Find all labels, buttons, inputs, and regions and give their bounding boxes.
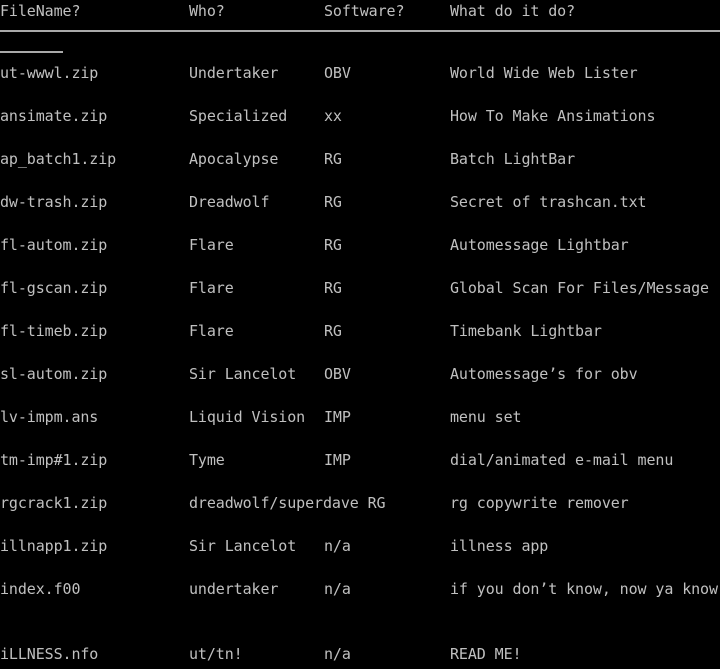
cell-software: OBV (324, 64, 351, 82)
cell-file: tm-imp#1.zip (0, 451, 108, 469)
cell-desc: World Wide Web Lister (450, 64, 638, 82)
cell-software: IMP (324, 451, 351, 469)
cell-who: Liquid Vision (189, 408, 306, 426)
cell-software: RG (324, 150, 342, 168)
cell-file: iLLNESS.nfo (0, 645, 99, 663)
cell-who: Flare (189, 322, 234, 340)
cell-software: n/a (324, 537, 351, 555)
cell-desc: dial/animated e-mail menu (450, 451, 674, 469)
cell-who: ut/tn! (189, 645, 243, 663)
cell-software: RG (324, 193, 342, 211)
table-row: ap_batch1.zip Apocalypse RG Batch LightBar (0, 148, 720, 170)
header-divider-line (0, 30, 720, 32)
cell-software: RG (324, 279, 342, 297)
cell-software: RG (324, 322, 342, 340)
cell-file: dw-trash.zip (0, 193, 108, 211)
cell-file: illnapp1.zip (0, 537, 108, 555)
cell-desc: READ ME! (450, 645, 522, 663)
cell-software: xx (324, 107, 342, 125)
cell-software: RG (324, 236, 342, 254)
cell-who: Tyme (189, 451, 225, 469)
cell-desc: Timebank Lightbar (450, 322, 602, 340)
table-row: rgcrack1.zip dreadwolf/superdave RG rg copy… (0, 492, 720, 514)
cell-who: Flare (189, 236, 234, 254)
cell-desc: Automessage’s for obv (450, 365, 638, 383)
cell-file: lv-impm.ans (0, 408, 99, 426)
table-row: fl-timeb.zip Flare RG Timebank Lightbar (0, 320, 720, 342)
cell-file: ansimate.zip (0, 107, 108, 125)
column-header-who: Who? (189, 2, 225, 20)
cell-who: undertaker (189, 580, 279, 598)
cell-file: rgcrack1.zip (0, 494, 108, 512)
table-header-row: FileName? Who? Software? What do it do? (0, 0, 720, 22)
cell-who: Sir Lancelot (189, 537, 297, 555)
table-row: ut-wwwl.zip Undertaker OBV World Wide Web L… (0, 62, 720, 84)
table-row: iLLNESS.nfo ut/tn! n/a READ ME! (0, 643, 720, 665)
cell-desc: How To Make Ansimations (450, 107, 656, 125)
cell-who: Dreadwolf (189, 193, 270, 211)
cell-desc: Batch LightBar (450, 150, 576, 168)
cell-software: RG (367, 494, 386, 512)
cell-who: Flare (189, 279, 234, 297)
column-header-filename: FileName? (0, 2, 81, 20)
cell-who: Specialized (189, 107, 288, 125)
table-row: tm-imp#1.zip Tyme IMP dial/animated e-mail … (0, 449, 720, 471)
cell-software: n/a (324, 645, 351, 663)
cell-who: dreadwolf/superdave (189, 494, 359, 512)
cell-desc: Global Scan For Files/Message (450, 279, 709, 297)
column-header-what: What do it do? (450, 2, 576, 20)
table-row: index.f00 undertaker n/a if you don’t know,… (0, 578, 720, 600)
divider-stub-line (0, 51, 63, 53)
cell-desc: rg copywrite remover (450, 494, 629, 512)
cell-desc: menu set (450, 408, 522, 426)
table-row: ansimate.zip Specialized xx How To Make Ans… (0, 105, 720, 127)
table-row: dw-trash.zip Dreadwolf RG Secret of trashca… (0, 191, 720, 213)
cell-file: index.f00 (0, 580, 81, 598)
cell-desc: Secret of trashcan.txt (450, 193, 647, 211)
cell-file: fl-timeb.zip (0, 322, 108, 340)
cell-software: OBV (324, 365, 351, 383)
cell-software: IMP (324, 408, 351, 426)
table-row: lv-impm.ans Liquid Vision IMP menu set (0, 406, 720, 428)
cell-software: n/a (324, 580, 351, 598)
cell-file: ap_batch1.zip (0, 150, 117, 168)
cell-who: Apocalypse (189, 150, 279, 168)
cell-desc: Automessage Lightbar (450, 236, 629, 254)
cell-who: Sir Lancelot (189, 365, 297, 383)
table-row: fl-gscan.zip Flare RG Global Scan For Files… (0, 277, 720, 299)
cell-file: fl-autom.zip (0, 236, 108, 254)
table-row: fl-autom.zip Flare RG Automessage Lightbar (0, 234, 720, 256)
cell-file: fl-gscan.zip (0, 279, 108, 297)
cell-file: ut-wwwl.zip (0, 64, 99, 82)
cell-file: sl-autom.zip (0, 365, 108, 383)
cell-desc: illness app (450, 537, 549, 555)
cell-desc: if you don’t know, now ya know (450, 580, 718, 598)
table-row: sl-autom.zip Sir Lancelot OBV Automessage’s… (0, 363, 720, 385)
cell-who: Undertaker (189, 64, 279, 82)
table-row: illnapp1.zip Sir Lancelot n/a illness app (0, 535, 720, 557)
column-header-software: Software? (324, 2, 405, 20)
